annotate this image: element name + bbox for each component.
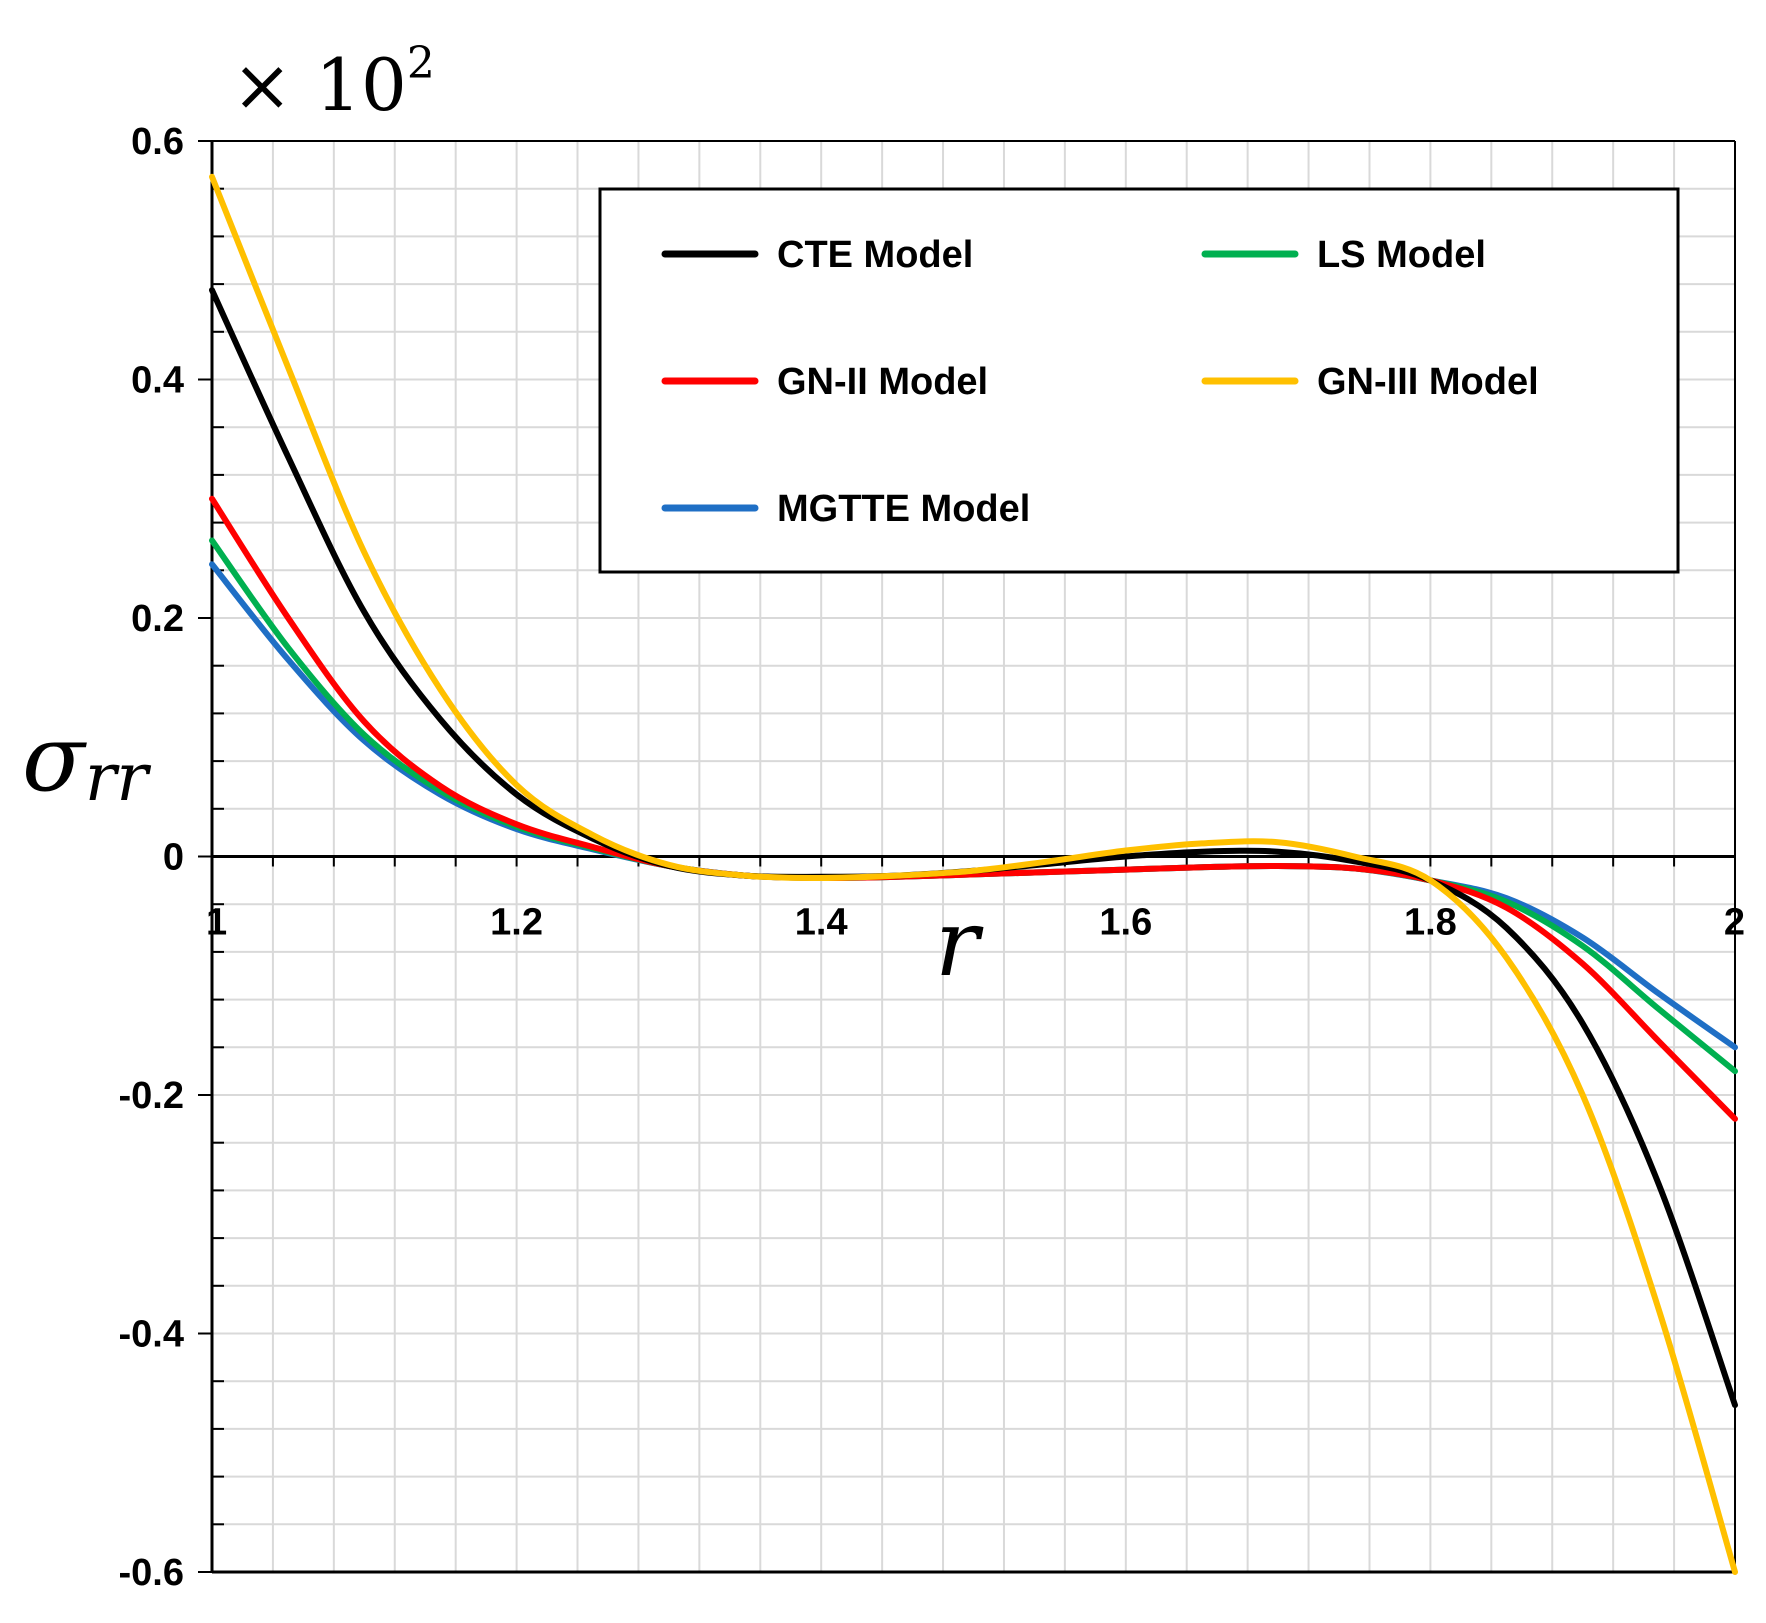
legend: CTE Model LS Model GN-II Model GN-III Model… bbox=[598, 187, 1680, 574]
x-tick-label: 1.2 bbox=[490, 902, 543, 944]
y-tick-label: 0.6 bbox=[131, 121, 184, 163]
legend-box bbox=[598, 187, 1680, 574]
y-tick-label: -0.6 bbox=[119, 1552, 184, 1594]
legend-label-gn-ii-model: GN-II Model bbox=[777, 361, 988, 403]
scale-factor-label: × 102 bbox=[232, 38, 435, 127]
series-line-gn-ii-model bbox=[209, 495, 1738, 1122]
x-tick-label: 1.6 bbox=[1099, 902, 1152, 944]
y-tick-label: 0.2 bbox=[131, 598, 184, 640]
axes: 0.6 0.4 0.2 0 -0.2 -0.4 -0.6 1 1.2 1.4 1.6 1.8 2 bbox=[119, 121, 1745, 1594]
legend-label-ls-model: LS Model bbox=[1317, 234, 1486, 276]
y-axis-label: σrr bbox=[22, 705, 151, 816]
y-tick-label: 0.4 bbox=[131, 360, 184, 402]
legend-label-mgtte-model: MGTTE Model bbox=[777, 488, 1030, 530]
x-tick-label: 1.8 bbox=[1404, 902, 1457, 944]
y-tick-label: -0.2 bbox=[119, 1075, 184, 1117]
x-tick-label: 1 bbox=[206, 902, 227, 944]
y-tick-label: 0 bbox=[163, 837, 184, 879]
x-tick-label: 2 bbox=[1724, 902, 1745, 944]
x-tick-label: 1.4 bbox=[795, 902, 848, 944]
series-layer bbox=[209, 173, 1738, 1575]
legend-label-cte-model: CTE Model bbox=[777, 234, 973, 276]
series-line-gn-iii-model bbox=[209, 173, 1738, 1575]
y-tick-label: -0.4 bbox=[119, 1314, 184, 1356]
x-axis-label: r bbox=[935, 890, 984, 997]
legend-label-gn-iii-model: GN-III Model bbox=[1317, 361, 1539, 403]
